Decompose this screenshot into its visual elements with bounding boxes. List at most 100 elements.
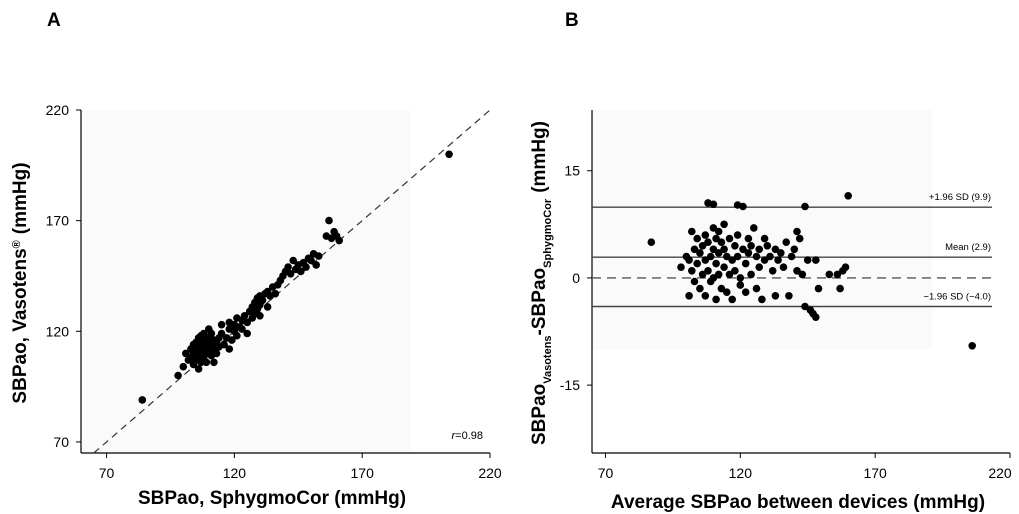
panel-a-letter: A xyxy=(47,10,61,31)
panel-b-point xyxy=(714,249,723,257)
panel-b-point xyxy=(701,292,710,300)
panel-b-point xyxy=(768,267,777,275)
panel-b-point xyxy=(720,220,728,229)
panel-b-point xyxy=(717,284,726,293)
panel-b-point xyxy=(812,313,820,322)
panel-a-x-tick-label: 70 xyxy=(99,465,115,481)
panel-b-reference-label: Mean (2.9) xyxy=(945,242,991,253)
panel-b-point xyxy=(782,238,790,246)
panel-b-point xyxy=(760,256,769,264)
panel-b-point xyxy=(696,284,704,293)
panel-b-point xyxy=(841,263,850,272)
panel-a-point xyxy=(210,358,218,367)
panel-b-point xyxy=(771,245,780,254)
panel-b-point xyxy=(701,231,710,239)
panel-b-point xyxy=(801,202,809,211)
panel-a-y-tick-label: 120 xyxy=(46,323,70,339)
panel-b-point xyxy=(787,252,796,261)
panel-b-point xyxy=(795,234,804,243)
panel-a-y-tick-label: 170 xyxy=(46,213,70,229)
panel-a-point xyxy=(286,270,295,278)
panel-a-point xyxy=(217,329,226,338)
panel-a-point xyxy=(238,325,246,333)
panel-a-point xyxy=(325,216,333,225)
panel-a-y-tick-label: 220 xyxy=(46,102,70,118)
panel-b-point xyxy=(685,256,693,264)
panel-a-point xyxy=(179,362,188,371)
panel-b-point xyxy=(712,259,720,268)
panel-a-x-tick-label: 220 xyxy=(478,465,502,481)
panel-b-point xyxy=(739,245,747,254)
panel-b-point xyxy=(698,242,707,250)
panel-b-point xyxy=(723,252,731,261)
panel-a-point xyxy=(194,365,203,373)
panel-a-point xyxy=(297,267,305,276)
panel-b-point xyxy=(647,238,656,246)
panel-b-point xyxy=(774,256,782,264)
panel-a-point xyxy=(217,320,226,329)
panel-a-point xyxy=(182,349,190,358)
panel-b-axes: 70 120 170 220 -15 0 15 xyxy=(560,110,1012,481)
panel-b-point xyxy=(690,277,699,286)
panel-b-point xyxy=(714,227,723,236)
panel-b-point xyxy=(812,256,820,264)
panel-b-y-label-unit: (mmHg) xyxy=(529,121,550,193)
panel-a-point xyxy=(205,325,213,333)
panel-b-point xyxy=(744,249,753,257)
panel-b-point xyxy=(968,342,976,350)
panel-b-reference-label: −1.96 SD (−4.0) xyxy=(923,292,991,303)
panel-b-point xyxy=(723,288,731,297)
panel-b: B 70 120 170 220 -15 0 15 +1.96 SD (9.9) Mean (… xyxy=(529,10,1012,513)
panel-b-y-label-main: SBPao xyxy=(529,384,550,445)
panel-a-point xyxy=(243,318,251,327)
panel-a-point xyxy=(284,263,292,271)
panel-a-point xyxy=(289,256,298,265)
panel-b-point xyxy=(709,200,718,209)
panel-a-point xyxy=(314,252,323,260)
panel-b-point xyxy=(814,284,823,293)
panel-b-point xyxy=(790,245,799,254)
panel-b-y-tick-label: -15 xyxy=(560,377,580,393)
panel-b-point xyxy=(685,292,693,300)
panel-b-reference-label: +1.96 SD (9.9) xyxy=(929,192,991,203)
panel-b-point xyxy=(677,263,685,272)
panel-b-x-axis-label: Average SBPao between devices (mmHg) xyxy=(611,492,985,513)
panel-b-point xyxy=(739,202,747,211)
panel-a-point xyxy=(302,263,310,271)
panel-b-point xyxy=(798,270,807,279)
panel-b-points xyxy=(647,192,976,350)
panel-a-y-axis-label: SBPao, Vasotens® (mmHg) xyxy=(10,162,31,403)
panel-b-point xyxy=(747,270,755,279)
panel-a-point xyxy=(138,396,147,404)
panel-b-point xyxy=(758,295,766,304)
panel-a-y-tick-label: 70 xyxy=(53,434,69,450)
panel-b-point xyxy=(763,242,772,250)
panel-b-point xyxy=(717,238,726,246)
panel-b-point xyxy=(833,270,842,279)
panel-a-point xyxy=(199,329,208,338)
panel-a-point xyxy=(307,256,315,265)
panel-b-point xyxy=(709,245,718,254)
panel-b-point xyxy=(752,284,761,293)
panel-b-point xyxy=(793,267,801,275)
panel-b-y-tick-label: 0 xyxy=(572,270,580,286)
panel-b-point xyxy=(777,249,785,257)
panel-b-point xyxy=(760,234,769,243)
panel-b-x-tick-label: 170 xyxy=(863,465,887,481)
panel-a-point xyxy=(271,289,280,298)
panel-b-point xyxy=(712,234,720,243)
panel-a-y-label-sup: ® xyxy=(11,240,23,248)
panel-a-axes: 70 120 170 220 70 120 170 220 xyxy=(46,102,502,481)
panel-b-point xyxy=(750,224,758,232)
panel-b-letter: B xyxy=(565,10,579,31)
panel-a-point xyxy=(256,312,264,320)
panel-a-x-tick-label: 170 xyxy=(351,465,375,481)
panel-b-point xyxy=(704,238,712,246)
panel-b-point xyxy=(736,281,745,289)
panel-b-x-tick-label: 120 xyxy=(729,465,753,481)
panel-b-point xyxy=(728,295,736,304)
panel-b-point xyxy=(720,263,728,272)
panel-a-point xyxy=(174,371,182,380)
panel-a-r-annotation: r=0.98 xyxy=(451,430,483,442)
